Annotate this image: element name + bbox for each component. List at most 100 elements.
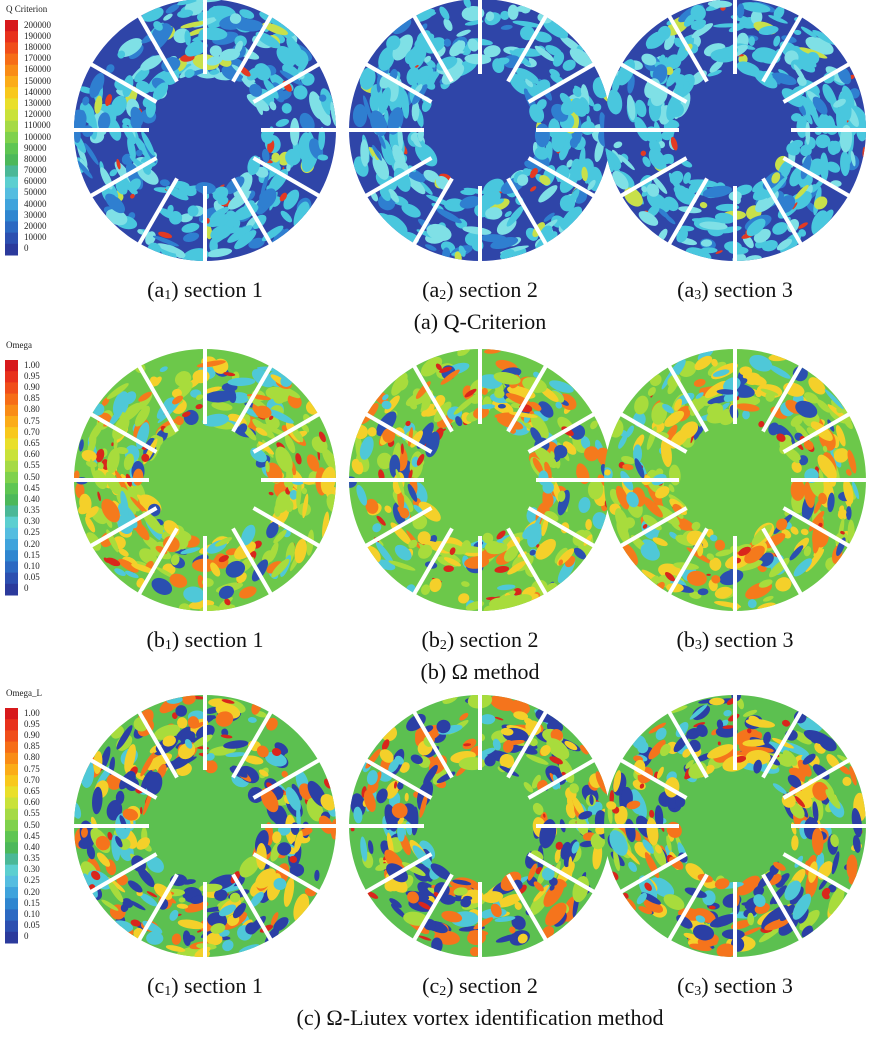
colorbar-title: Omega_L (6, 688, 42, 698)
colorbar-swatch (5, 483, 18, 495)
colorbar-swatch (5, 853, 18, 865)
colorbar-label: 0.80 (24, 752, 40, 762)
panel-caption: (a3) section 3 (677, 277, 793, 304)
colorbar-label: 0.90 (24, 382, 40, 392)
colorbar-label: 20000 (24, 221, 47, 231)
colorbar-label: 0.90 (24, 730, 40, 740)
panel-caption: (c1) section 1 (147, 973, 263, 1000)
contour-plot (66, 0, 339, 267)
colorbar-label: 160000 (24, 64, 51, 74)
colorbar-label: 150000 (24, 76, 51, 86)
colorbar-label: 60000 (24, 176, 47, 186)
colorbar-swatch (5, 730, 18, 742)
caption-prefix: (a (677, 277, 694, 302)
colorbar-swatch (5, 188, 18, 200)
caption-suffix: ) section 1 (172, 627, 264, 652)
colorbar-label: 100000 (24, 132, 51, 142)
caption-suffix: ) section 1 (171, 277, 263, 302)
colorbar-label: 190000 (24, 31, 51, 41)
colorbar-swatch (5, 427, 18, 439)
colorbar-swatch (5, 809, 18, 821)
contour-blob (749, 36, 755, 46)
panel-caption: (a2) section 2 (422, 277, 538, 304)
colorbar-swatch (5, 831, 18, 843)
colorbar-label: 0.85 (24, 393, 40, 403)
colorbar-swatch (5, 199, 18, 211)
colorbar-swatch (5, 98, 18, 110)
colorbar-label: 0.65 (24, 438, 40, 448)
colorbar-swatch (5, 143, 18, 155)
colorbar-label: 0.25 (24, 527, 40, 537)
caption-suffix: ) section 3 (701, 973, 793, 998)
colorbar-swatch (5, 932, 18, 944)
colorbar-label: 0.40 (24, 842, 40, 852)
colorbar-label: 0.10 (24, 909, 40, 919)
colorbar-swatch (5, 561, 18, 573)
colorbar-swatch (5, 820, 18, 832)
caption-suffix: ) section 2 (446, 277, 538, 302)
caption-suffix: ) section 3 (701, 277, 793, 302)
colorbar-swatch (5, 472, 18, 484)
row-caption: (a) Q-Criterion (414, 309, 547, 335)
colorbar-label: 0.35 (24, 505, 40, 515)
colorbar-swatch (5, 42, 18, 54)
colorbar-swatch (5, 528, 18, 540)
caption-prefix: (a (147, 277, 164, 302)
colorbar-swatch (5, 573, 18, 585)
colorbar-label: 0.15 (24, 898, 40, 908)
colorbar-label: 0.75 (24, 764, 40, 774)
colorbar-label: 0.50 (24, 472, 40, 482)
colorbar-label: 0.70 (24, 775, 40, 785)
caption-prefix: (c (422, 973, 439, 998)
colorbar-swatch (5, 887, 18, 899)
colorbar-swatch (5, 921, 18, 933)
contour-blob (728, 246, 748, 254)
colorbar-label: 0 (24, 243, 29, 253)
colorbar-swatch (5, 764, 18, 776)
colorbar-label: 70000 (24, 165, 47, 175)
colorbar-swatch (5, 76, 18, 88)
caption-prefix: (b (147, 627, 165, 652)
colorbar-swatch (5, 360, 18, 372)
colorbar-swatch (5, 31, 18, 43)
colorbar-swatch (5, 550, 18, 562)
contour-blob (535, 123, 550, 147)
colorbar-label: 0.55 (24, 460, 40, 470)
row-caption: (c) Ω-Liutex vortex identification metho… (296, 1005, 663, 1031)
panel-caption: (c3) section 3 (677, 973, 793, 1000)
caption-suffix: ) section 3 (702, 627, 794, 652)
panel-caption: (b2) section 2 (422, 627, 539, 654)
colorbar-label: 0.15 (24, 550, 40, 560)
contour-plot (73, 349, 343, 617)
colorbar-swatch (5, 505, 18, 517)
colorbar-swatch (5, 876, 18, 888)
colorbar-label: 180000 (24, 42, 51, 52)
colorbar-label: 0.45 (24, 483, 40, 493)
colorbar-label: 80000 (24, 154, 47, 164)
caption-prefix: (b (422, 627, 440, 652)
colorbar-swatch (5, 177, 18, 189)
colorbar-swatch (5, 798, 18, 810)
colorbar-label: 0.30 (24, 864, 40, 874)
colorbar-label: 10000 (24, 232, 47, 242)
colorbar-label: 0.05 (24, 920, 40, 930)
colorbar-title: Omega (6, 340, 32, 350)
panel-caption: (b1) section 1 (147, 627, 264, 654)
colorbar-swatch (5, 121, 18, 133)
colorbar-label: 40000 (24, 199, 47, 209)
caption-suffix: ) section 2 (447, 627, 539, 652)
colorbar-swatch (5, 865, 18, 877)
colorbar-label: 0.70 (24, 427, 40, 437)
colorbar-label: 0.35 (24, 853, 40, 863)
panel-caption: (a1) section 1 (147, 277, 263, 304)
colorbar-swatch (5, 842, 18, 854)
colorbar-swatch (5, 371, 18, 383)
colorbar-label: 0.40 (24, 494, 40, 504)
colorbar-title: Q Criterion (6, 4, 47, 14)
colorbar-label: 90000 (24, 143, 47, 153)
colorbar-swatch (5, 165, 18, 177)
colorbar-swatch (5, 54, 18, 66)
colorbar-swatch (5, 786, 18, 798)
caption-prefix: (c (147, 973, 164, 998)
colorbar-label: 0.55 (24, 808, 40, 818)
